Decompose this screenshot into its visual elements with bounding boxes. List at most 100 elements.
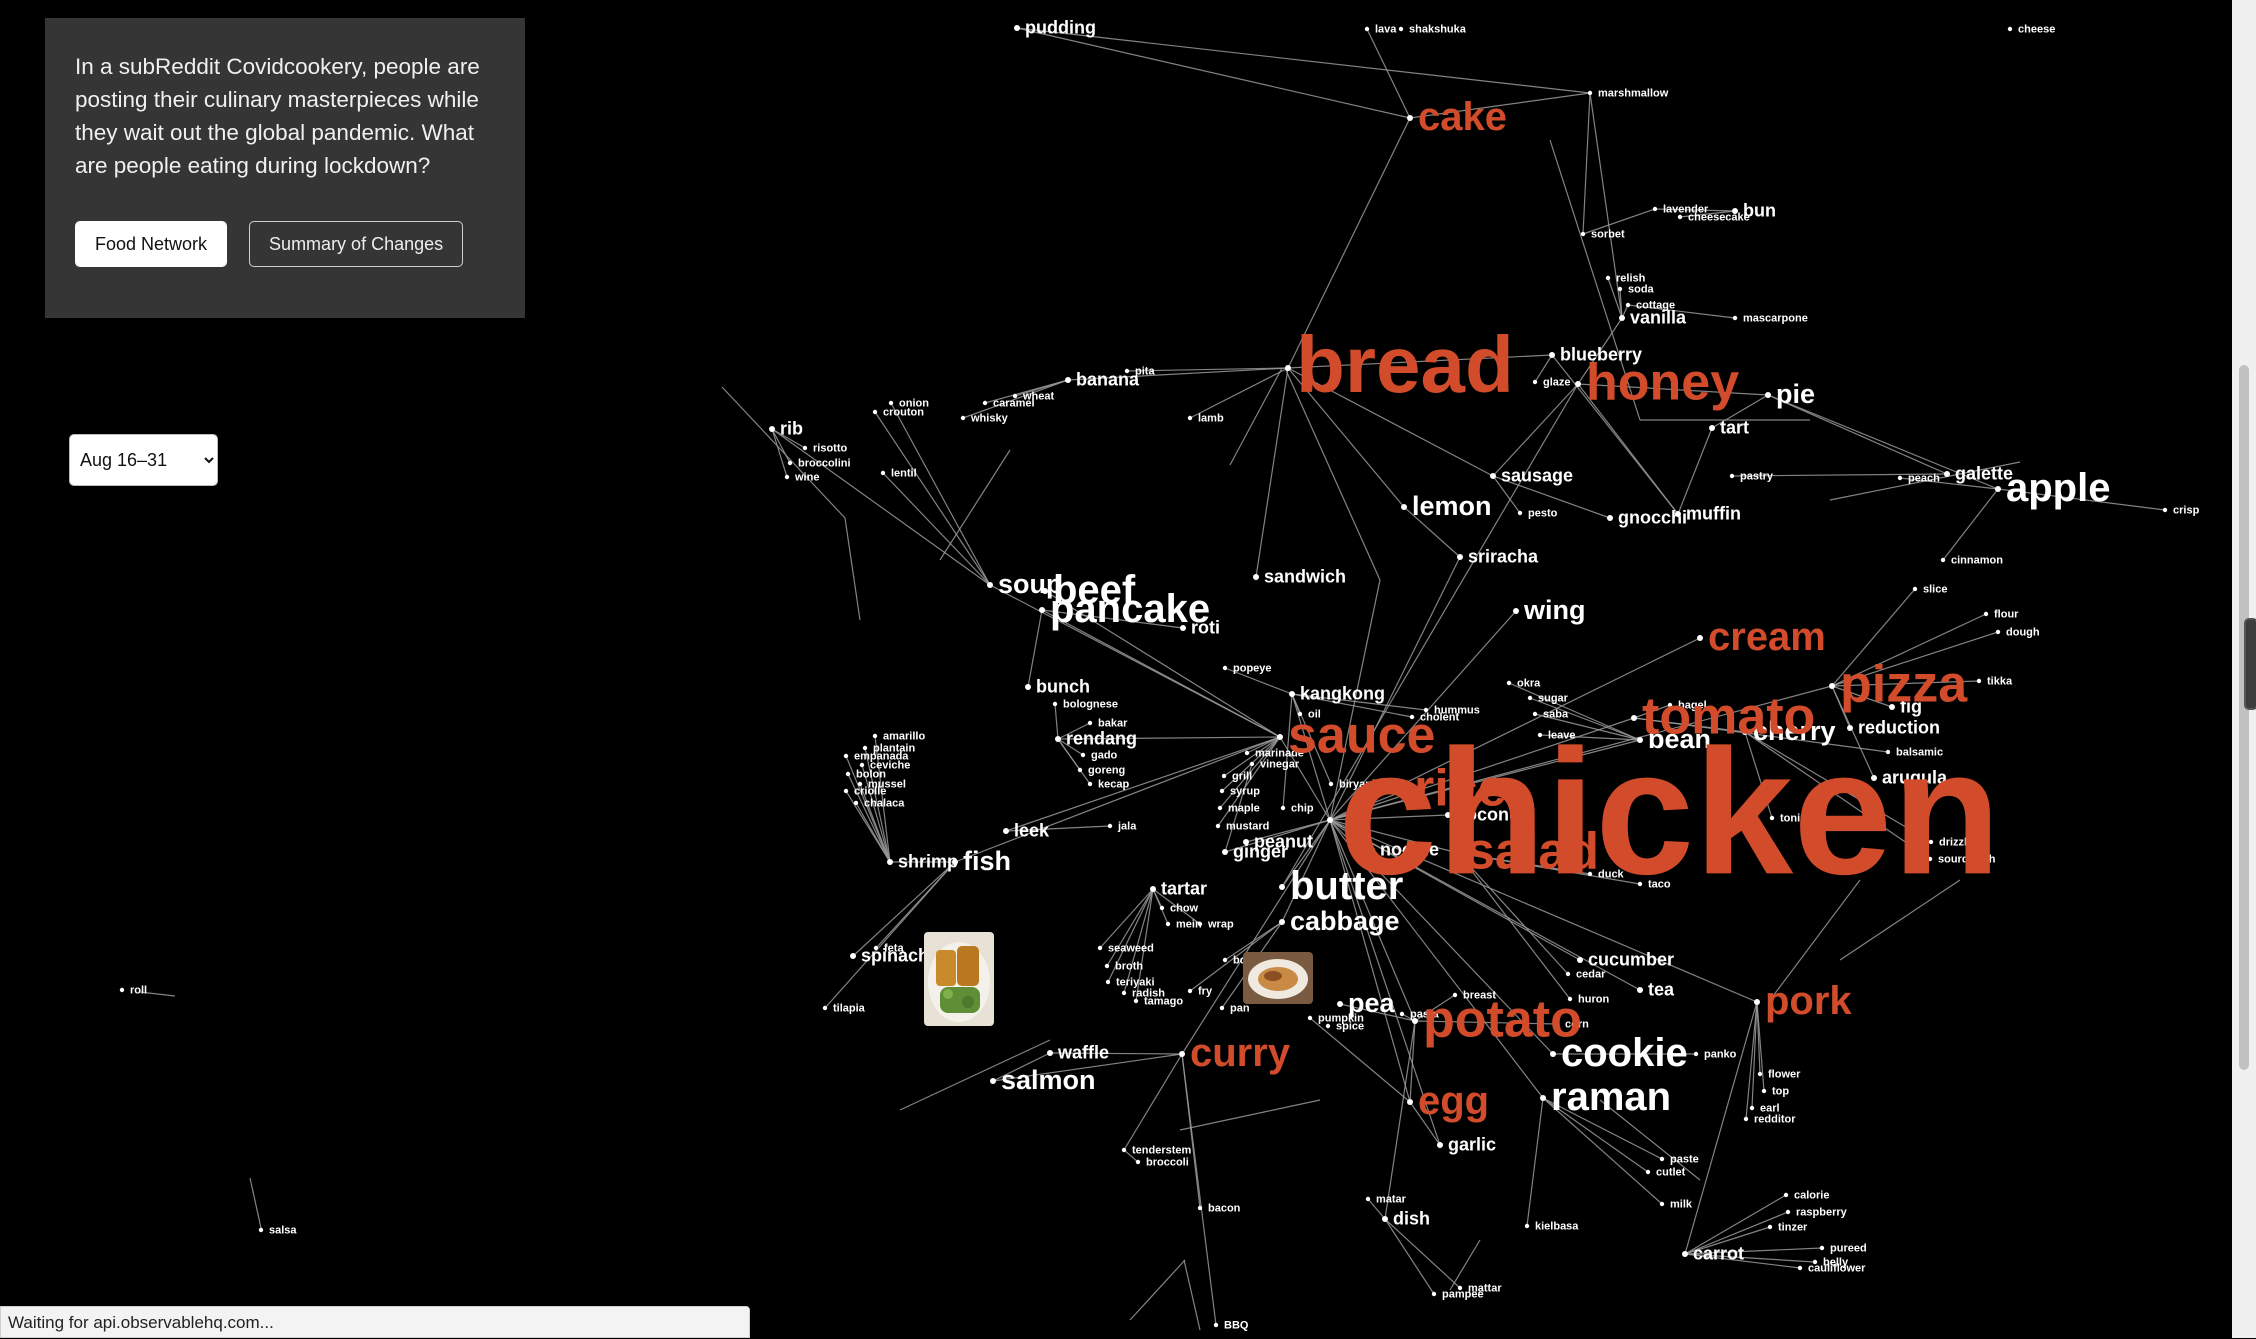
network-node[interactable]	[1754, 999, 1760, 1005]
node-label-duck[interactable]: duck	[1598, 868, 1625, 880]
network-node[interactable]	[1364, 26, 1370, 32]
node-label-redditor[interactable]: redditor	[1754, 1113, 1796, 1125]
node-label-gado[interactable]: gado	[1091, 749, 1118, 761]
node-label-wheat[interactable]: wheat	[1022, 390, 1055, 402]
network-node[interactable]	[1619, 315, 1625, 321]
node-label-hummus[interactable]: hummus	[1434, 704, 1480, 716]
network-node[interactable]	[1121, 990, 1127, 996]
node-label-panko[interactable]: panko	[1704, 1048, 1737, 1060]
node-label-flower[interactable]: flower	[1768, 1068, 1801, 1080]
network-node[interactable]	[1409, 714, 1415, 720]
network-node[interactable]	[1631, 715, 1637, 721]
network-node[interactable]	[1159, 905, 1165, 911]
network-node[interactable]	[1682, 1251, 1688, 1257]
node-label-sriracha[interactable]: sriracha	[1468, 546, 1539, 566]
network-node[interactable]	[1797, 1265, 1803, 1271]
network-node[interactable]	[1637, 881, 1643, 887]
network-node[interactable]	[872, 409, 878, 415]
side-panel-handle[interactable]	[2244, 618, 2256, 710]
node-label-onion[interactable]: onion	[899, 397, 929, 409]
node-label-glaze[interactable]: glaze	[1543, 376, 1571, 388]
node-label-kecap[interactable]: kecap	[1098, 778, 1129, 790]
node-label-ceviche[interactable]: ceviche	[870, 759, 910, 771]
node-label-slice[interactable]: slice	[1923, 583, 1947, 595]
network-node[interactable]	[1457, 1285, 1463, 1291]
node-label-wrap[interactable]: wrap	[1207, 918, 1234, 930]
node-label-drizzle[interactable]: drizzle	[1939, 836, 1973, 848]
network-node[interactable]	[1625, 302, 1631, 308]
node-label-grill[interactable]: grill	[1232, 770, 1252, 782]
network-node[interactable]	[1532, 711, 1538, 717]
node-label-pie[interactable]: pie	[1776, 379, 1815, 409]
food-photo-plate-thumbnail[interactable]	[1243, 952, 1313, 1004]
network-node[interactable]	[1749, 1105, 1755, 1111]
network-node[interactable]	[1243, 839, 1249, 845]
network-node[interactable]	[872, 733, 878, 739]
node-label-lemon[interactable]: lemon	[1412, 491, 1492, 521]
network-node[interactable]	[769, 426, 775, 432]
network-node[interactable]	[1995, 629, 2001, 635]
network-node[interactable]	[1532, 379, 1538, 385]
node-label-cedar[interactable]: cedar	[1576, 968, 1606, 980]
node-label-muffin[interactable]: muffin	[1686, 503, 1741, 523]
network-node[interactable]	[1042, 588, 1048, 594]
network-node[interactable]	[1325, 1023, 1331, 1029]
network-node[interactable]	[850, 953, 856, 959]
network-node[interactable]	[1003, 828, 1009, 834]
network-node[interactable]	[1369, 847, 1375, 853]
network-node[interactable]	[1403, 787, 1409, 793]
network-node[interactable]	[880, 470, 886, 476]
network-node[interactable]	[1289, 691, 1295, 697]
node-label-garlic[interactable]: garlic	[1448, 1134, 1496, 1154]
network-node[interactable]	[1219, 1005, 1225, 1011]
network-node[interactable]	[1517, 510, 1523, 516]
network-node[interactable]	[1637, 737, 1643, 743]
node-label-cholent[interactable]: cholent	[1420, 711, 1459, 723]
network-node[interactable]	[1732, 315, 1738, 321]
network-node[interactable]	[1327, 817, 1333, 823]
network-node[interactable]	[1297, 711, 1303, 717]
network-node[interactable]	[1052, 701, 1058, 707]
node-label-rib[interactable]: rib	[780, 418, 803, 438]
network-node[interactable]	[1944, 471, 1950, 477]
network-node[interactable]	[1213, 1322, 1219, 1328]
network-node[interactable]	[1829, 683, 1835, 689]
network-node[interactable]	[1732, 208, 1738, 214]
node-label-corn[interactable]: corn	[1565, 1018, 1589, 1030]
node-label-vinegar[interactable]: vinegar	[1260, 758, 1300, 770]
node-label-fig[interactable]: fig	[1900, 696, 1922, 716]
network-node[interactable]	[1407, 1099, 1413, 1105]
network-node[interactable]	[1729, 473, 1735, 479]
node-label-sugar[interactable]: sugar	[1538, 692, 1569, 704]
node-label-carrot[interactable]: carrot	[1693, 1243, 1744, 1263]
network-node[interactable]	[1080, 752, 1086, 758]
network-node[interactable]	[1279, 919, 1285, 925]
node-label-relish[interactable]: relish	[1616, 272, 1646, 284]
node-label-calorie[interactable]: calorie	[1794, 1189, 1829, 1201]
network-node[interactable]	[1452, 992, 1458, 998]
network-node[interactable]	[1087, 720, 1093, 726]
network-node[interactable]	[1407, 115, 1413, 121]
node-label-bread[interactable]: bread	[1296, 320, 1514, 409]
node-label-chicken[interactable]: chicken	[1338, 712, 2001, 911]
node-label-bolognese[interactable]: bolognese	[1063, 698, 1118, 710]
node-label-wing[interactable]: wing	[1523, 595, 1586, 625]
node-label-cutlet[interactable]: cutlet	[1656, 1166, 1686, 1178]
node-label-cucumber[interactable]: cucumber	[1588, 949, 1674, 969]
node-label-huron[interactable]: huron	[1578, 993, 1609, 1005]
network-node[interactable]	[1285, 365, 1291, 371]
node-label-amarillo[interactable]: amarillo	[883, 730, 925, 742]
node-label-pasta[interactable]: pasta	[1410, 1008, 1440, 1020]
network-node[interactable]	[990, 1078, 996, 1084]
network-node[interactable]	[1675, 511, 1681, 517]
node-label-sausage[interactable]: sausage	[1501, 465, 1573, 485]
network-node[interactable]	[1871, 775, 1877, 781]
node-label-salmon[interactable]: salmon	[1001, 1065, 1096, 1095]
node-label-salad[interactable]: salad	[1466, 823, 1599, 881]
network-node[interactable]	[862, 745, 868, 751]
network-node[interactable]	[1055, 736, 1061, 742]
node-label-peach[interactable]: peach	[1908, 472, 1940, 484]
network-node[interactable]	[1039, 607, 1045, 613]
node-label-gnocchi[interactable]: gnocchi	[1618, 507, 1687, 527]
node-label-chalaca[interactable]: chalaca	[864, 797, 905, 809]
